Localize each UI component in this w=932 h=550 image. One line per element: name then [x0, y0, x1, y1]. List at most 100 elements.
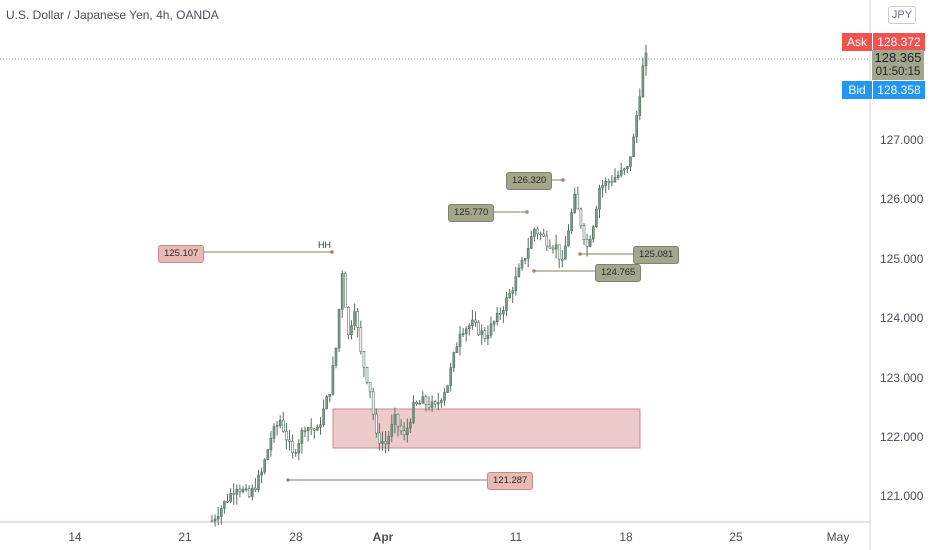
candle-body — [220, 508, 223, 517]
candle-body — [402, 430, 406, 436]
candle-body — [539, 233, 542, 236]
candle-body — [486, 334, 490, 339]
ask-value: 128.372 — [872, 33, 925, 51]
x-tick-label: 14 — [68, 530, 82, 544]
candle-body — [582, 225, 586, 240]
candle-body — [325, 396, 329, 410]
level-dot — [561, 178, 565, 182]
candle-body — [601, 185, 604, 189]
candle-body — [266, 449, 270, 460]
candle-body — [514, 276, 518, 292]
candle-body — [436, 402, 440, 405]
candle-body — [384, 441, 387, 445]
candle-body — [619, 169, 623, 176]
candle-body — [374, 413, 378, 434]
bid-label: Bid — [842, 81, 872, 99]
y-tick-label: 124.000 — [880, 311, 924, 325]
candle-body — [254, 487, 257, 490]
x-tick-label: 21 — [178, 530, 192, 544]
y-tick-label: 125.000 — [880, 252, 924, 266]
price-label-124765[interactable]: 124.765 — [595, 264, 642, 282]
candle-body — [629, 156, 632, 167]
candle-body — [520, 260, 524, 269]
candle-body — [440, 399, 443, 403]
candle-body — [297, 443, 301, 454]
candle-body — [405, 427, 409, 436]
candle-body — [433, 401, 437, 405]
candle-body — [288, 439, 291, 442]
candle-body — [247, 488, 251, 497]
candle-body — [241, 488, 245, 492]
candle-body — [542, 233, 546, 237]
candle-body — [492, 321, 496, 325]
x-tick-label: Apr — [373, 530, 394, 544]
hh-annotation: HH — [318, 240, 331, 250]
candle-body — [529, 236, 533, 249]
ask-price-box: Ask 128.372 — [842, 33, 925, 51]
bar-countdown: 01:50:15 — [875, 66, 921, 78]
candle-body — [474, 319, 477, 323]
symbol-title[interactable]: U.S. Dollar / Japanese Yen, 4h, OANDA — [6, 8, 219, 22]
candle-body — [275, 425, 279, 427]
candle-body — [626, 166, 629, 170]
level-dot — [532, 269, 536, 273]
candle-body — [498, 312, 502, 315]
candle-body — [467, 325, 471, 330]
candle-body — [316, 426, 319, 431]
candle-body — [232, 493, 235, 495]
y-axis: 127.000 126.000 125.000 124.000 123.000 … — [880, 133, 924, 503]
candle-body — [536, 228, 539, 235]
candle-body — [480, 330, 484, 335]
candle-body — [502, 310, 505, 315]
candle-body — [285, 430, 288, 441]
candle-body — [564, 245, 567, 260]
candle-body — [381, 441, 384, 444]
candle-body — [331, 365, 335, 395]
candle-body — [303, 430, 307, 432]
candle-body — [635, 115, 639, 138]
candle-body — [263, 459, 267, 473]
candle-body — [269, 438, 273, 451]
candle-body — [322, 408, 325, 426]
price-label-121287[interactable]: 121.287 — [487, 472, 534, 490]
candle-body — [294, 452, 298, 454]
candle-body — [471, 319, 474, 327]
candle-body — [570, 212, 573, 232]
price-label-125081[interactable]: 125.081 — [633, 246, 680, 264]
bid-value: 128.358 — [872, 81, 925, 99]
price-label-125770[interactable]: 125.770 — [448, 204, 495, 222]
candle-body — [449, 367, 453, 386]
level-dot — [286, 478, 290, 482]
candle-body — [526, 248, 530, 259]
y-tick-label: 122.000 — [880, 430, 924, 444]
y-tick-label: 126.000 — [880, 192, 924, 206]
candle-body — [511, 290, 515, 294]
candle-body — [390, 424, 394, 437]
candle-body — [452, 352, 456, 369]
level-dot — [578, 252, 582, 256]
candle-body — [632, 136, 635, 157]
x-tick-label: 28 — [289, 530, 303, 544]
last-price-box: 128.365 01:50:15 — [872, 50, 924, 80]
y-tick-label: 127.000 — [880, 133, 924, 147]
candle-body — [412, 402, 415, 423]
candle-body — [216, 516, 220, 520]
candle-body — [610, 181, 614, 183]
candle-body — [551, 247, 555, 250]
candle-body — [229, 493, 232, 502]
x-tick-label: 25 — [729, 530, 743, 544]
candle-body — [340, 273, 344, 310]
price-label-126320[interactable]: 126.320 — [506, 172, 553, 190]
currency-badge[interactable]: JPY — [888, 6, 916, 24]
price-label-125107[interactable]: 125.107 — [158, 245, 205, 263]
candle-body — [291, 441, 294, 453]
candle-body — [368, 381, 372, 393]
candle-body — [399, 425, 403, 432]
candle-body — [424, 396, 428, 405]
candle-body — [396, 413, 400, 427]
candle-body — [312, 428, 316, 431]
demand-zone[interactable] — [332, 408, 641, 449]
candle-body — [235, 488, 239, 495]
candle-body — [251, 487, 254, 497]
